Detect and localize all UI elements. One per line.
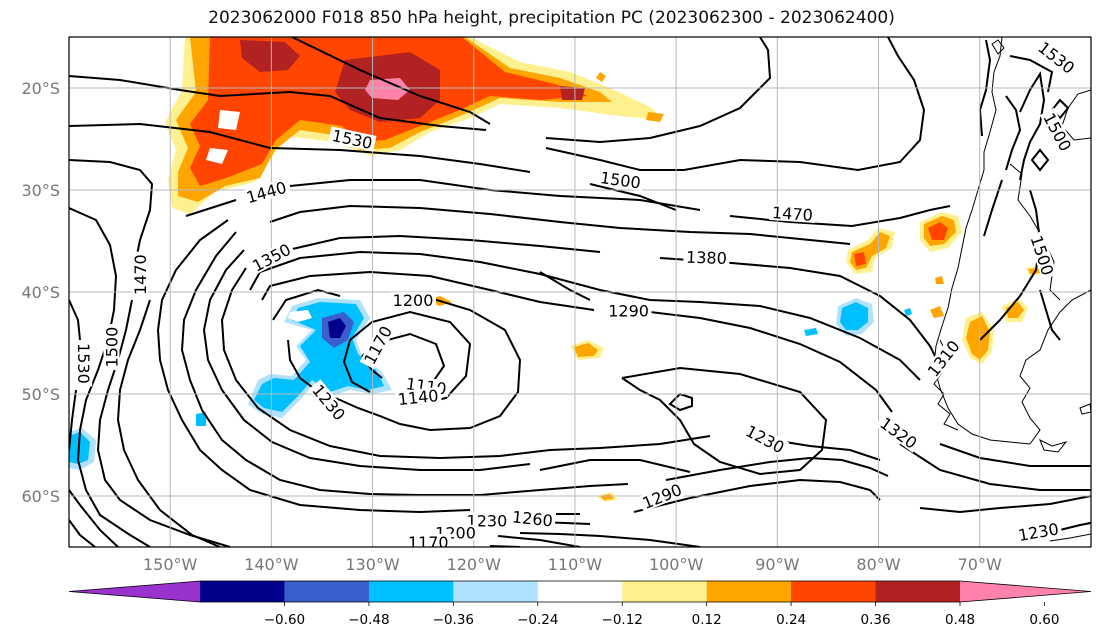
- contour-label-background: [875, 412, 923, 453]
- contour-label-background: [405, 533, 452, 547]
- contour-label-background: [922, 335, 964, 382]
- contour-label: 1440: [242, 178, 291, 207]
- contour-label-background: [131, 251, 148, 298]
- contour-label-background: [308, 379, 350, 425]
- longitude-tick-label: 130°W: [345, 555, 400, 574]
- longitude-tick-label: 100°W: [649, 555, 704, 574]
- contour-label-background: [768, 203, 816, 224]
- contour-label-background: [1014, 519, 1063, 544]
- contour-label-background: [328, 126, 377, 152]
- precip-positive-shading: [165, 37, 1044, 502]
- contour-label-background: [463, 512, 510, 529]
- colorbar-segment: [622, 581, 708, 602]
- gridlines: [69, 37, 1091, 547]
- colorbar-tick-label: 0.24: [776, 612, 806, 628]
- colorbar-tick-label: −0.24: [517, 612, 558, 628]
- colorbar-segment: [200, 581, 285, 602]
- map-area: 1530150014701440138013501290120011701110…: [69, 37, 1091, 552]
- contour-label-background: [596, 168, 645, 191]
- colorbar-segment: [706, 581, 792, 602]
- colorbar-segment: [537, 581, 623, 602]
- contour-label: 1200: [390, 291, 437, 310]
- contour-label: 1140: [394, 386, 442, 409]
- contour-label-background: [1033, 37, 1080, 78]
- longitude-tick-label: 140°W: [244, 555, 299, 574]
- plot-title: 2023062000 F018 850 hPa height, precipit…: [208, 8, 895, 28]
- contour-label-background: [637, 479, 687, 513]
- contour-labels: 1530150014701440138013501290120011701110…: [74, 37, 1080, 552]
- latitude-tick-label: 40°S: [21, 283, 60, 302]
- contour-label: 1500: [102, 324, 121, 371]
- contour-label: 1470: [131, 251, 150, 298]
- contour-label: 1470: [768, 203, 816, 225]
- colorbar-tick-label: −0.36: [433, 612, 474, 628]
- colorbar-tick-label: −0.48: [348, 612, 389, 628]
- contour-label-text: 1500: [102, 327, 121, 368]
- contour-label-text: 1140: [397, 386, 439, 409]
- contour-label-background: [242, 178, 291, 207]
- contour-label-background: [247, 239, 296, 276]
- contour-label-text: 1290: [608, 301, 649, 320]
- contour-label-background: [103, 324, 120, 371]
- colorbar-extend-high: [960, 581, 1091, 602]
- contour-label-text: 1470: [131, 254, 150, 295]
- contour-label-text: 1170: [408, 533, 449, 552]
- contour-label: 1290: [605, 301, 652, 320]
- contour-label-text: 1470: [771, 203, 813, 225]
- colorbar-segment: [791, 581, 877, 602]
- latitude-tick-label: 60°S: [21, 487, 60, 506]
- contour-label-text: 1260: [511, 507, 553, 530]
- contour-label-background: [394, 386, 442, 408]
- latitude-tick-label: 30°S: [21, 181, 60, 200]
- longitude-tick-label: 80°W: [856, 555, 900, 574]
- contour-label: 1380: [683, 248, 730, 268]
- colorbar-outline: [68, 580, 1092, 603]
- longitude-tick-labels: 150°W 140°W 130°W 120°W 110°W 100°W 90°W 80°W 70…: [143, 555, 1002, 574]
- colorbar-tick-label: 0.60: [1029, 612, 1059, 628]
- map-frame: [68, 36, 1092, 548]
- contour-label-background: [683, 248, 730, 267]
- contour-label-background: [359, 320, 396, 370]
- longitude-tick-label: 120°W: [447, 555, 502, 574]
- longitude-tick-label: 150°W: [143, 555, 198, 574]
- colorbar-tick-label: −0.12: [602, 612, 643, 628]
- colorbar-segment: [368, 581, 454, 602]
- contour-label-background: [741, 421, 790, 457]
- colorbar-segment: [875, 581, 961, 602]
- colorbar-segment: [284, 581, 370, 602]
- contour-label: 1530: [74, 340, 93, 387]
- contour-label-text: 1530: [74, 343, 93, 384]
- contour-label-text: 1380: [686, 248, 727, 268]
- longitude-tick-label: 110°W: [548, 555, 603, 574]
- longitude-tick-label: 90°W: [755, 555, 799, 574]
- contour-label-background: [605, 302, 652, 319]
- contour-label-background: [1027, 230, 1058, 280]
- colorbar-tick-label: 0.36: [861, 612, 891, 628]
- colorbar-tick-label: 0.48: [945, 612, 975, 628]
- contour-label-text: 1200: [393, 291, 434, 310]
- contour-label: 1260: [508, 507, 557, 531]
- colorbar-segment: [453, 581, 539, 602]
- contour-label-background: [508, 508, 557, 529]
- contour-label-background: [390, 292, 437, 309]
- contour-label-background: [1039, 107, 1076, 156]
- colorbar-extend-low: [69, 581, 200, 602]
- latitude-tick-label: 50°S: [21, 385, 60, 404]
- colorbar-tick-labels: −0.60 −0.48 −0.36 −0.24 −0.12 0.12 0.24 0.36 0.4…: [264, 602, 1059, 628]
- longitude-tick-label: 70°W: [958, 555, 1002, 574]
- contour-label: 1170: [405, 533, 452, 552]
- latitude-tick-label: 20°S: [21, 79, 60, 98]
- contour-label-background: [76, 340, 93, 387]
- colorbar-tick-label: 0.12: [692, 612, 722, 628]
- colorbar: [68, 580, 1092, 603]
- colorbar-tick-label: −0.60: [264, 612, 305, 628]
- latitude-tick-labels: 20°S 30°S 40°S 50°S 60°S: [21, 79, 60, 506]
